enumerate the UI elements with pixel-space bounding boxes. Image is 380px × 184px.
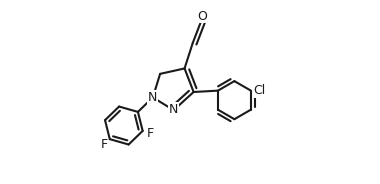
Text: F: F [147,127,154,140]
Text: Cl: Cl [253,84,266,97]
Text: N: N [169,103,178,116]
Text: F: F [100,138,108,151]
Text: N: N [148,91,158,104]
Text: O: O [198,10,207,23]
